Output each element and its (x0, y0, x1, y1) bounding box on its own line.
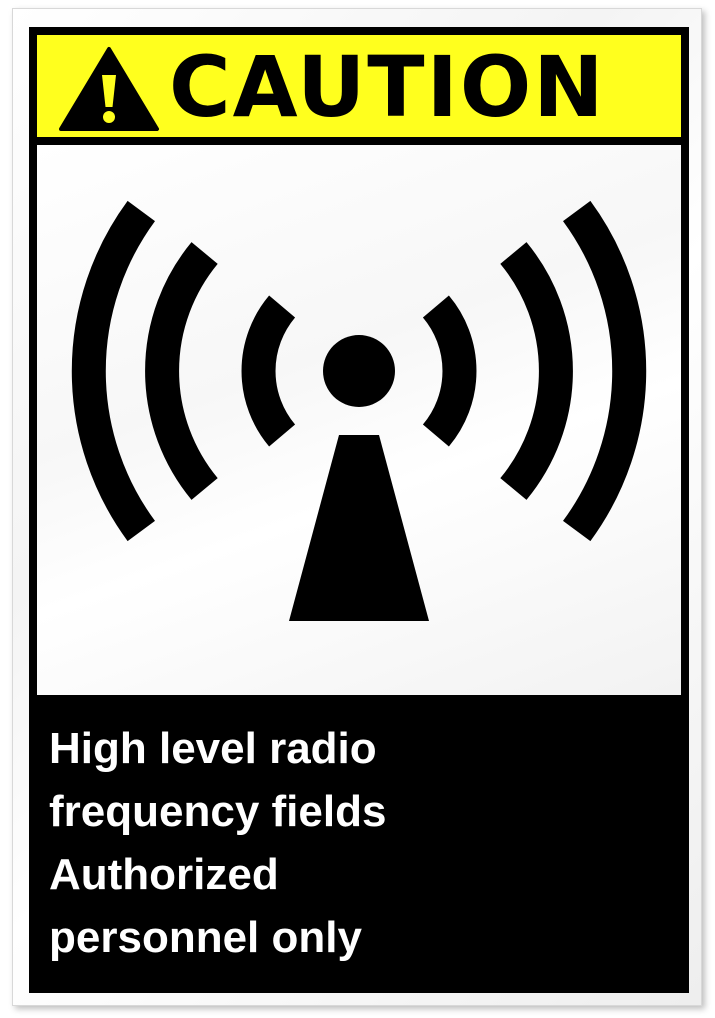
message-line: Authorized (49, 850, 279, 899)
message-line: personnel only (49, 913, 362, 962)
caution-title: CAUTION (169, 38, 606, 136)
sign-frame: CAUTION High level radio fre (29, 27, 689, 993)
message-line: High level radio (49, 724, 377, 773)
symbol-panel (37, 145, 681, 695)
sign-message: High level radio frequency fields Author… (49, 717, 669, 969)
radio-frequency-antenna-icon (71, 200, 647, 621)
message-line: frequency fields (49, 787, 387, 836)
caution-header: CAUTION (37, 35, 681, 137)
warning-triangle-icon (59, 47, 159, 131)
caution-sign: CAUTION High level radio fre (12, 8, 702, 1006)
